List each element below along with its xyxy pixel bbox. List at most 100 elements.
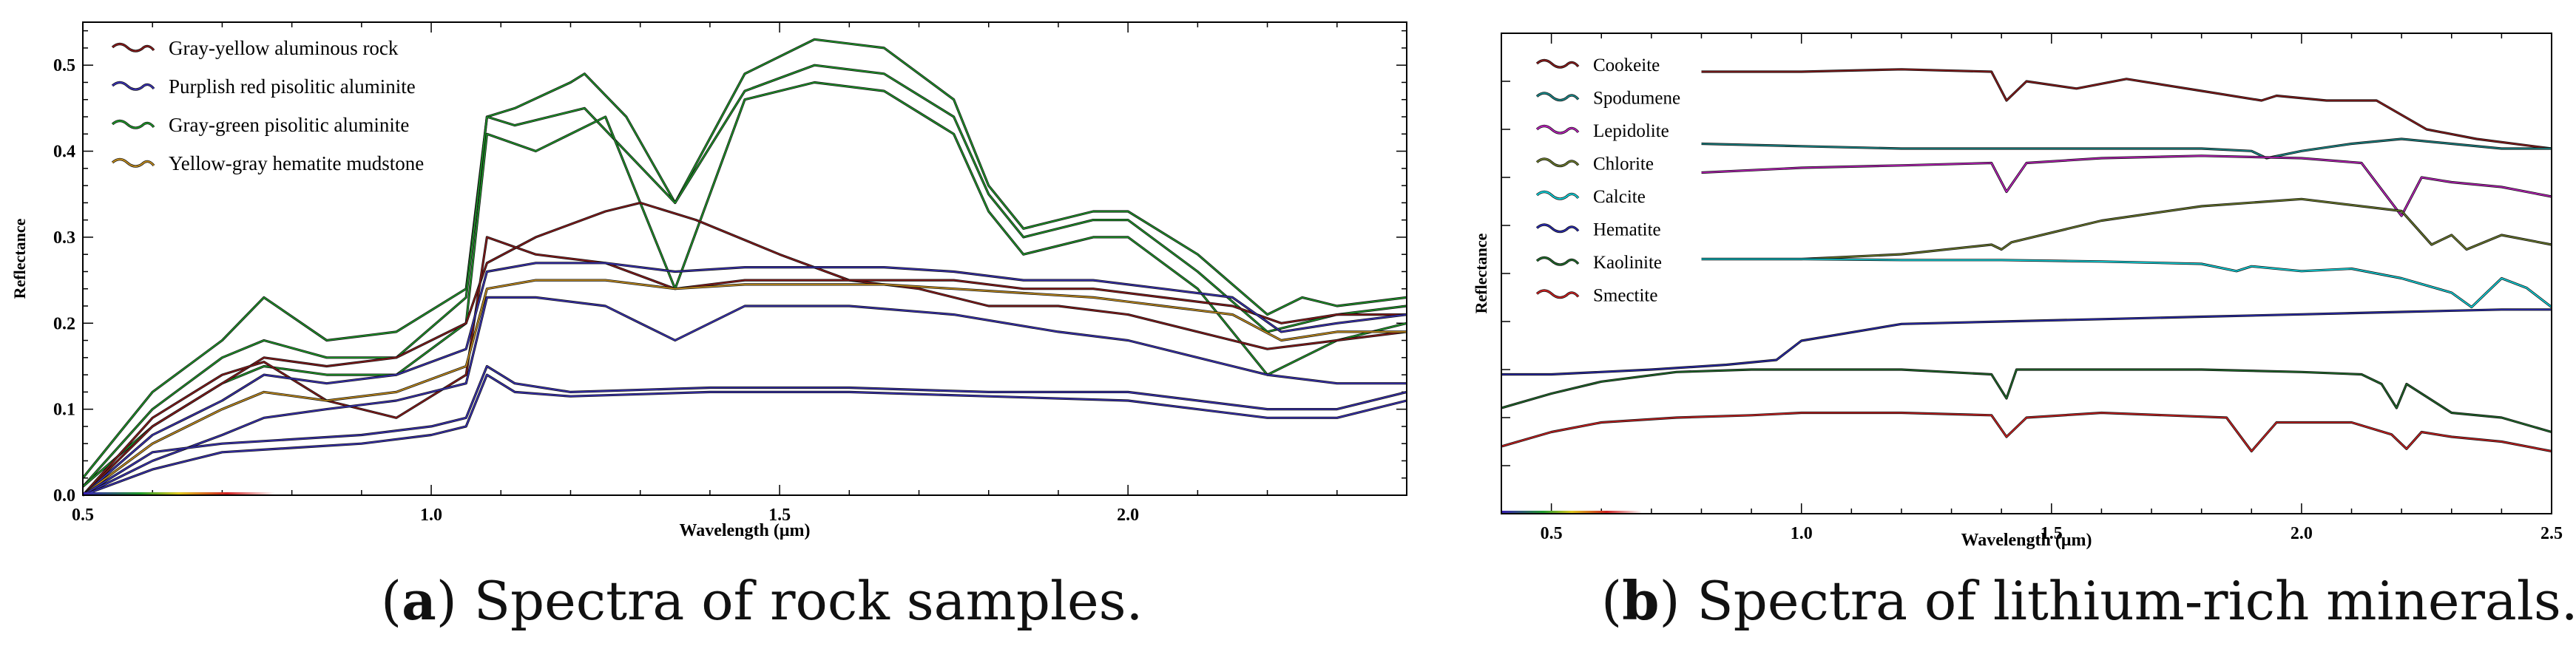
- b-series-line-shadow: [1701, 68, 2552, 150]
- b-legend-swatch-shadow: [1535, 256, 1580, 266]
- a-series-line: [82, 374, 1407, 496]
- b-legend-swatch: [1536, 92, 1579, 101]
- a-legend-swatch: [112, 158, 155, 167]
- chart-b: 0.5 1.0 1.5 2.0 2.5 Cookeite Spodumene Lepidol…: [1472, 33, 2563, 550]
- b-legend-label: Chlorite: [1593, 154, 1654, 174]
- b-series-line: [1501, 308, 2552, 375]
- a-series-line: [82, 296, 1407, 496]
- a-legend-swatch-shadow: [111, 81, 155, 91]
- chart-a-legend: Gray-yellow aluminous rock Purplish red p…: [111, 37, 424, 174]
- a-series-line: [82, 38, 1407, 479]
- b-legend-label: Smectite: [1593, 286, 1657, 306]
- a-series-line-shadow: [81, 262, 1407, 497]
- b-series-line: [1701, 69, 2552, 149]
- b-legend-label: Hematite: [1593, 220, 1661, 240]
- a-spectrum-strip: [83, 492, 275, 495]
- b-xtick-label: 0.5: [1541, 524, 1563, 543]
- chart-b-ylabel: Reflectance: [1472, 233, 1490, 313]
- b-series-line: [1701, 198, 2552, 260]
- a-xtick-label: 2.0: [1117, 506, 1139, 525]
- a-series-line: [82, 237, 1407, 496]
- a-series-line-shadow: [82, 364, 1407, 497]
- chart-b-series: [1501, 68, 2552, 514]
- a-ytick-label: 0.0: [53, 486, 75, 506]
- b-series-line: [1501, 369, 2552, 433]
- a-legend-swatch: [112, 120, 155, 129]
- a-xtick-label: 1.5: [768, 506, 791, 525]
- a-legend-label: Gray-green pisolitic aluminite: [169, 114, 409, 136]
- a-series-line: [82, 202, 1407, 496]
- a-legend-swatch-shadow: [111, 157, 155, 168]
- a-ytick-label: 0.5: [53, 56, 75, 75]
- caption-b-text: Spectra of lithium-rich minerals.: [1697, 570, 2576, 632]
- a-legend-label: Purplish red pisolitic aluminite: [169, 75, 416, 98]
- b-legend-swatch-shadow: [1535, 223, 1580, 234]
- b-series-line: [1501, 412, 2552, 452]
- caption-a-text: Spectra of rock samples.: [473, 570, 1143, 632]
- a-ytick-label: 0.3: [53, 228, 75, 248]
- a-series-line: [82, 365, 1407, 496]
- chart-a-series: [81, 38, 1407, 497]
- chart-a-frame: [82, 21, 1407, 496]
- caption-b-letter: b: [1622, 569, 1660, 632]
- b-series-line-shadow: [1701, 154, 2552, 217]
- caption-a-letter: a: [402, 569, 436, 632]
- a-legend-swatch: [112, 81, 155, 90]
- b-legend-label: Cookeite: [1593, 55, 1660, 75]
- a-ytick-label: 0.1: [53, 401, 75, 420]
- a-series-line-shadow: [81, 201, 1407, 497]
- chart-a-tick-labels: 0.5 1.0 1.5 2.0 0.0 0.1 0.2 0.3 0.4 0.5: [53, 56, 1139, 525]
- b-legend-swatch-shadow: [1535, 92, 1580, 102]
- b-legend-swatch: [1536, 256, 1579, 265]
- b-legend-swatch: [1536, 125, 1579, 134]
- b-legend-swatch: [1536, 224, 1579, 233]
- b-legend-label: Kaolinite: [1593, 253, 1662, 273]
- b-legend-swatch: [1536, 290, 1579, 299]
- chart-a-xlabel: Wavelength (μm): [680, 521, 811, 540]
- b-series-line: [1701, 138, 2552, 159]
- a-series-line-shadow: [81, 38, 1407, 479]
- b-legend-swatch: [1536, 158, 1579, 167]
- chart-b-legend: Cookeite Spodumene Lepidolite Chlorite Calci…: [1535, 55, 1680, 306]
- chart-b-xlabel: Wavelength (μm): [1961, 531, 2092, 550]
- a-legend-swatch: [112, 43, 155, 52]
- b-xtick-label: 2.0: [2291, 524, 2313, 543]
- caption-a: (a) Spectra of rock samples.: [381, 569, 1143, 632]
- b-xtick-label: 1.5: [2041, 524, 2063, 543]
- b-series-line-shadow: [1701, 197, 2552, 261]
- a-legend-swatch-shadow: [111, 42, 155, 52]
- a-ytick-label: 0.2: [53, 314, 75, 333]
- b-spectrum-strip: [1501, 511, 1642, 514]
- a-legend-swatch-shadow: [111, 119, 155, 129]
- b-legend-swatch-shadow: [1535, 58, 1580, 69]
- a-legend-label: Yellow-gray hematite mudstone: [169, 152, 424, 174]
- a-xtick-label: 1.0: [420, 506, 442, 525]
- b-series-line-shadow: [1501, 308, 2552, 376]
- b-series-line-shadow: [1501, 368, 2552, 434]
- a-legend-label: Gray-yellow aluminous rock: [169, 37, 399, 59]
- b-legend-swatch: [1536, 59, 1579, 68]
- a-series-line: [82, 64, 1407, 487]
- b-xtick-label: 1.0: [1791, 524, 1813, 543]
- a-ytick-label: 0.4: [53, 143, 75, 162]
- a-series-line: [82, 81, 1407, 488]
- a-series-line: [82, 262, 1407, 496]
- b-legend-swatch-shadow: [1535, 190, 1580, 200]
- chart-b-tick-labels: 0.5 1.0 1.5 2.0 2.5: [1541, 524, 2563, 543]
- b-xtick-label: 2.5: [2540, 524, 2563, 543]
- b-series-line: [1701, 155, 2552, 217]
- a-series-line: [82, 279, 1407, 496]
- chart-a: 0.5 1.0 1.5 2.0 0.0 0.1 0.2 0.3 0.4 0.5 Gray-yell…: [10, 21, 1407, 540]
- a-series-line-shadow: [81, 236, 1407, 497]
- caption-b: (b) Spectra of lithium-rich minerals.: [1601, 569, 2576, 632]
- b-legend-swatch-shadow: [1535, 289, 1580, 299]
- b-legend-swatch: [1536, 191, 1579, 200]
- b-series-line-shadow: [1701, 257, 2552, 309]
- a-series-line-shadow: [82, 373, 1407, 497]
- b-legend-label: Lepidolite: [1593, 121, 1669, 141]
- b-legend-label: Spodumene: [1593, 89, 1680, 109]
- chart-a-ylabel: Reflectance: [10, 218, 29, 299]
- b-legend-swatch-shadow: [1535, 157, 1580, 168]
- b-series-line: [1701, 258, 2552, 308]
- a-series-line-shadow: [82, 296, 1407, 497]
